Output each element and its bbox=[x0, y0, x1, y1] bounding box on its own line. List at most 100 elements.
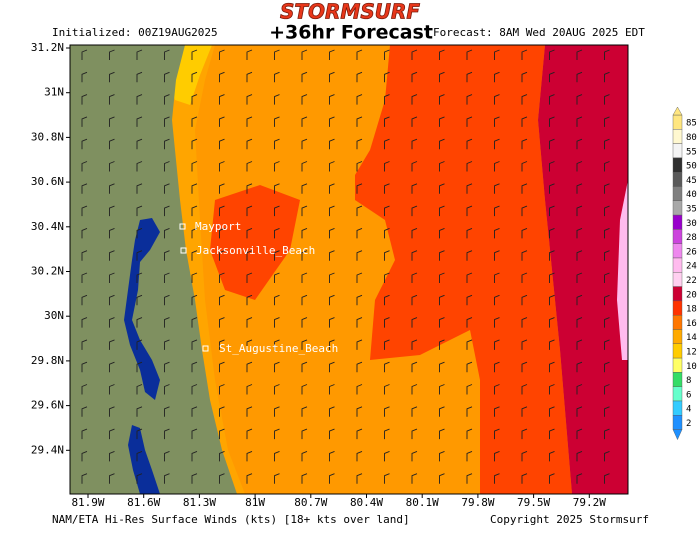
colorbar-label: 6 bbox=[686, 390, 691, 400]
wind-barb bbox=[274, 450, 280, 462]
wind-barb bbox=[494, 272, 500, 283]
wind-barb bbox=[246, 428, 253, 440]
wind-barb bbox=[191, 250, 198, 261]
wind-barb bbox=[549, 161, 555, 172]
colorbar-swatch bbox=[672, 286, 683, 302]
wind-barb bbox=[466, 138, 473, 150]
wind-barb bbox=[164, 272, 170, 283]
wind-barb bbox=[329, 116, 335, 127]
wind-barb bbox=[219, 94, 225, 105]
wind-barb bbox=[109, 227, 115, 239]
wind-barb bbox=[219, 473, 225, 484]
wind-barb bbox=[521, 94, 528, 105]
wind-barb bbox=[109, 138, 115, 150]
wind-barb bbox=[521, 227, 528, 239]
wind-barb bbox=[329, 227, 335, 239]
wind-barb bbox=[466, 317, 473, 328]
lon-label: 81.3W bbox=[183, 496, 216, 509]
wind-barb bbox=[576, 339, 583, 350]
wind-barb bbox=[164, 294, 170, 306]
wind-barb bbox=[549, 317, 555, 328]
wind-barb bbox=[494, 339, 500, 350]
wind-barb bbox=[246, 473, 253, 484]
wind-barb bbox=[109, 161, 115, 172]
wind-barb bbox=[81, 361, 88, 373]
wind-barb bbox=[466, 49, 473, 60]
wind-barb bbox=[549, 227, 555, 239]
colorbar-swatch bbox=[672, 157, 683, 173]
wind-barb bbox=[246, 294, 253, 306]
colorbar-label: 20 bbox=[686, 290, 697, 300]
wind-barb bbox=[81, 161, 88, 172]
wind-barb bbox=[219, 71, 225, 83]
wind-barb bbox=[301, 450, 308, 462]
wind-barb bbox=[329, 71, 335, 83]
wind-barb bbox=[219, 272, 225, 283]
wind-barb bbox=[576, 71, 583, 83]
wind-barb bbox=[164, 428, 170, 440]
wind-barb bbox=[466, 361, 473, 373]
wind-barb bbox=[136, 384, 143, 395]
wind-barb bbox=[329, 473, 335, 484]
wind-barb bbox=[191, 183, 198, 194]
wind-barb bbox=[356, 116, 363, 127]
wind-barb bbox=[109, 250, 115, 261]
wind-barb bbox=[576, 227, 583, 239]
wind-barb bbox=[301, 49, 308, 60]
lat-label: 29.8N bbox=[31, 354, 64, 367]
wind-barb bbox=[521, 406, 528, 417]
wind-barb bbox=[439, 361, 445, 373]
wind-barb bbox=[191, 94, 198, 105]
wind-barb bbox=[164, 473, 170, 484]
wind-barb bbox=[411, 183, 418, 194]
wind-barb bbox=[329, 94, 335, 105]
wind-barb bbox=[329, 294, 335, 306]
wind-barb bbox=[494, 138, 500, 150]
colorbar-swatch bbox=[672, 357, 683, 373]
wind-barb bbox=[521, 428, 528, 440]
wind-barb bbox=[439, 161, 445, 172]
place-label: Jacksonville_Beach bbox=[196, 244, 315, 257]
lon-label: 80.1W bbox=[406, 496, 439, 509]
wind-barb bbox=[301, 205, 308, 217]
wind-barb bbox=[494, 161, 500, 172]
wind-barb bbox=[136, 227, 143, 239]
wind-barb bbox=[549, 205, 555, 217]
wind-barb bbox=[576, 94, 583, 105]
wind-barb bbox=[301, 428, 308, 440]
wind-barb bbox=[164, 116, 170, 127]
wind-barb bbox=[576, 406, 583, 417]
lat-label: 29.6N bbox=[31, 399, 64, 412]
wind-barb bbox=[301, 183, 308, 194]
wind-barb bbox=[246, 138, 253, 150]
wind-barb bbox=[356, 317, 363, 328]
wind-barb bbox=[604, 361, 610, 373]
lon-label: 80.4W bbox=[350, 496, 383, 509]
colorbar-label: 50 bbox=[686, 162, 697, 172]
wind-barb bbox=[191, 138, 198, 150]
wind-barb bbox=[109, 49, 115, 60]
wind-barb bbox=[439, 71, 445, 83]
wind-barb bbox=[356, 272, 363, 283]
land bbox=[70, 45, 237, 494]
wind-barb bbox=[164, 339, 170, 350]
wind-barb bbox=[164, 450, 170, 462]
wind-barb bbox=[329, 250, 335, 261]
wind-barb bbox=[521, 339, 528, 350]
wind-barb bbox=[521, 71, 528, 83]
colorbar-swatch bbox=[672, 114, 683, 130]
wind-barb bbox=[301, 473, 308, 484]
wind-barb bbox=[411, 384, 418, 395]
wind-barb bbox=[329, 205, 335, 217]
wind-barb bbox=[164, 71, 170, 83]
wind-barb bbox=[274, 49, 280, 60]
colorbar-label: 4 bbox=[686, 405, 691, 415]
wind-barb bbox=[494, 183, 500, 194]
wind-barb bbox=[356, 450, 363, 462]
wind-barb bbox=[246, 94, 253, 105]
wind-barb bbox=[136, 428, 143, 440]
wind-barb bbox=[109, 406, 115, 417]
wind-barb bbox=[81, 339, 88, 350]
wind-barb bbox=[136, 138, 143, 150]
